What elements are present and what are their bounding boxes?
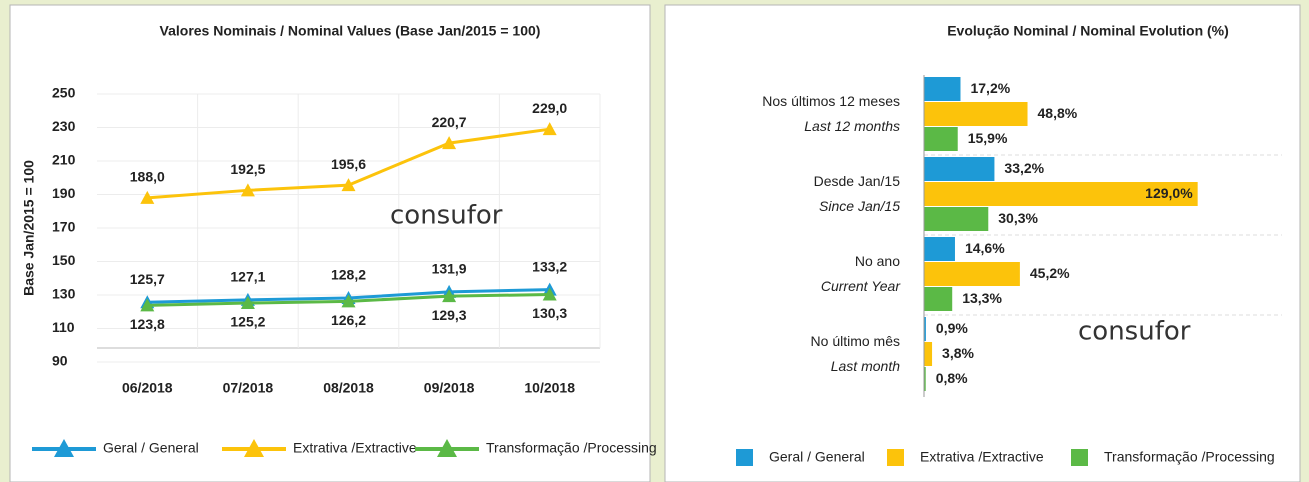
category-label-en: Current Year (821, 278, 901, 294)
data-label: 48,8% (1038, 105, 1078, 121)
bar (924, 262, 1020, 286)
data-label: 33,2% (1004, 160, 1044, 176)
y-tick-label: 190 (52, 185, 76, 201)
data-label: 220,7 (432, 114, 467, 130)
bar (924, 367, 926, 391)
bar (924, 127, 958, 151)
bar (924, 77, 961, 101)
y-tick-label: 210 (52, 152, 76, 168)
watermark: consufor (1078, 317, 1191, 347)
point-marker (140, 190, 155, 204)
y-tick-label: 130 (52, 286, 76, 302)
y-tick-label: 150 (52, 252, 76, 268)
y-tick-label: 90 (52, 353, 68, 369)
data-label: 130,3 (532, 305, 567, 321)
data-label: 229,0 (532, 100, 567, 116)
bar (924, 182, 1198, 206)
point-marker (542, 122, 557, 136)
point-marker (442, 289, 457, 303)
legend-marker (244, 439, 264, 457)
category-label-en: Since Jan/15 (819, 198, 900, 214)
chart-title: Valores Nominais / Nominal Values (Base … (160, 23, 541, 39)
data-label: 125,2 (230, 314, 265, 330)
legend-marker (437, 439, 457, 457)
data-label: 45,2% (1030, 265, 1070, 281)
legend-label: Geral / General (103, 440, 199, 456)
category-label-en: Last 12 months (804, 118, 900, 134)
data-label: 0,9% (936, 320, 968, 336)
x-tick-label: 08/2018 (323, 380, 374, 396)
chart-title: Evolução Nominal / Nominal Evolution (%) (947, 23, 1229, 39)
bar (924, 287, 953, 311)
legend-swatch (1071, 449, 1088, 466)
point-marker (240, 183, 255, 197)
data-label: 0,8% (936, 370, 968, 386)
point-marker (442, 136, 457, 150)
point-marker (341, 178, 356, 192)
point-marker (542, 287, 557, 301)
x-tick-label: 10/2018 (524, 380, 575, 396)
category-label: Desde Jan/15 (814, 173, 901, 189)
data-label: 131,9 (432, 261, 467, 277)
data-label: 192,5 (230, 161, 265, 177)
data-label: 123,8 (130, 316, 165, 332)
x-tick-label: 07/2018 (223, 380, 274, 396)
data-label: 133,2 (532, 258, 567, 274)
category-label: No último mês (811, 333, 900, 349)
y-tick-label: 110 (52, 319, 75, 335)
category-label: Nos últimos 12 meses (762, 93, 900, 109)
data-label: 15,9% (968, 130, 1008, 146)
bar (924, 102, 1028, 126)
legend-label: Geral / General (769, 449, 865, 465)
legend-swatch (887, 449, 904, 466)
data-label: 30,3% (998, 210, 1038, 226)
y-tick-label: 250 (52, 85, 76, 101)
legend-swatch (736, 449, 753, 466)
data-label: 188,0 (130, 169, 165, 185)
legend-label: Extrativa /Extractive (293, 440, 417, 456)
legend-marker (54, 439, 74, 457)
watermark: consufor (390, 201, 503, 231)
category-label-en: Last month (831, 358, 900, 374)
left-panel (9, 4, 651, 482)
x-tick-label: 09/2018 (424, 380, 475, 396)
point-marker (140, 298, 155, 312)
bar (924, 237, 955, 261)
right-panel (664, 4, 1301, 482)
data-label: 127,1 (230, 269, 265, 285)
data-label: 126,2 (331, 312, 366, 328)
data-label: 128,2 (331, 267, 366, 283)
data-label: 129,0% (1145, 185, 1193, 201)
x-tick-label: 06/2018 (122, 380, 173, 396)
category-label: No ano (855, 253, 900, 269)
data-label: 17,2% (970, 80, 1010, 96)
data-label: 195,6 (331, 156, 366, 172)
data-label: 14,6% (965, 240, 1005, 256)
point-marker (341, 294, 356, 308)
legend-label: Extrativa /Extractive (920, 449, 1044, 465)
bar (924, 317, 926, 341)
y-axis-label: Base Jan/2015 = 100 (21, 160, 37, 296)
bar (924, 342, 933, 366)
legend-label: Transformação /Processing (486, 440, 657, 456)
y-tick-label: 230 (52, 118, 76, 134)
data-label: 129,3 (432, 307, 467, 323)
legend-label: Transformação /Processing (1104, 449, 1275, 465)
data-label: 13,3% (962, 290, 1002, 306)
bar (924, 207, 989, 231)
data-label: 3,8% (942, 345, 974, 361)
bar (924, 157, 995, 181)
point-marker (240, 296, 255, 310)
data-label: 125,7 (130, 271, 165, 287)
y-tick-label: 170 (52, 219, 76, 235)
